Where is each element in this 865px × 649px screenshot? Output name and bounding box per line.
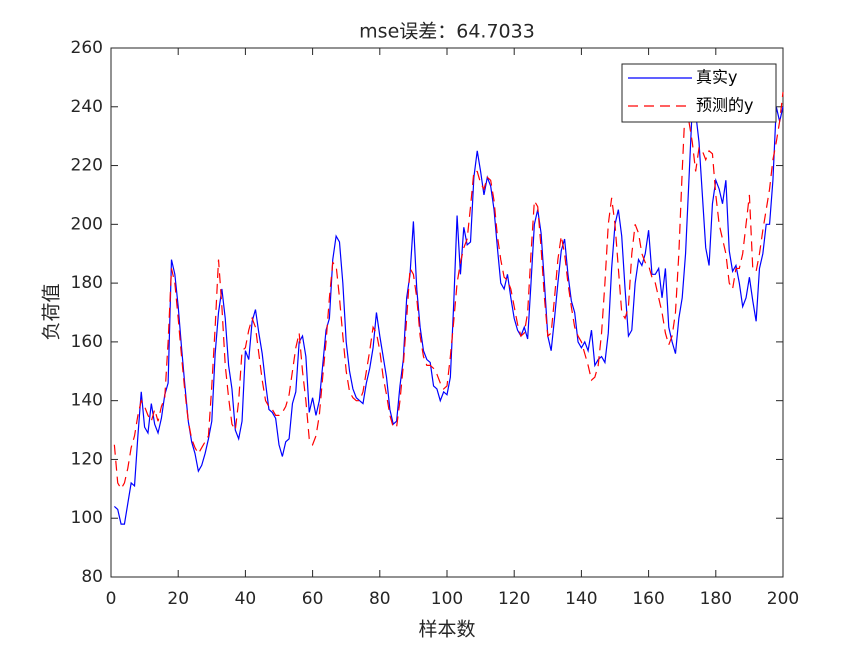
x-tick-label: 60 (302, 589, 324, 609)
x-axis-label: 样本数 (418, 619, 475, 641)
x-tick-label: 180 (700, 589, 732, 609)
legend-label: 预测的y (696, 96, 753, 115)
y-tick-label: 260 (71, 38, 103, 58)
x-tick-label: 140 (565, 589, 597, 609)
plot-area (110, 47, 784, 578)
y-tick-label: 160 (71, 332, 103, 352)
x-tick-label: 20 (167, 589, 189, 609)
y-tick-label: 80 (81, 567, 103, 587)
x-tick-label: 160 (632, 589, 664, 609)
x-tick-label: 200 (767, 589, 799, 609)
x-tick-label: 40 (235, 589, 257, 609)
y-tick-label: 220 (71, 156, 103, 176)
y-tick-label: 180 (71, 273, 103, 293)
x-tick-label: 100 (431, 589, 463, 609)
legend-label: 真实y (696, 68, 737, 87)
x-tick-label: 80 (369, 589, 391, 609)
y-axis-label: 负荷值 (41, 283, 63, 340)
series-line (113, 104, 784, 525)
series-line (113, 92, 784, 491)
legend-box (621, 63, 777, 123)
y-tick-label: 140 (71, 391, 103, 411)
chart-title: mse误差：64.7033 (359, 21, 535, 43)
x-tick-label: 0 (106, 589, 117, 609)
y-tick-label: 240 (71, 97, 103, 117)
y-tick-label: 200 (71, 214, 103, 234)
x-tick-label: 120 (498, 589, 530, 609)
y-tick-label: 120 (71, 449, 103, 469)
y-tick-label: 100 (71, 508, 103, 528)
